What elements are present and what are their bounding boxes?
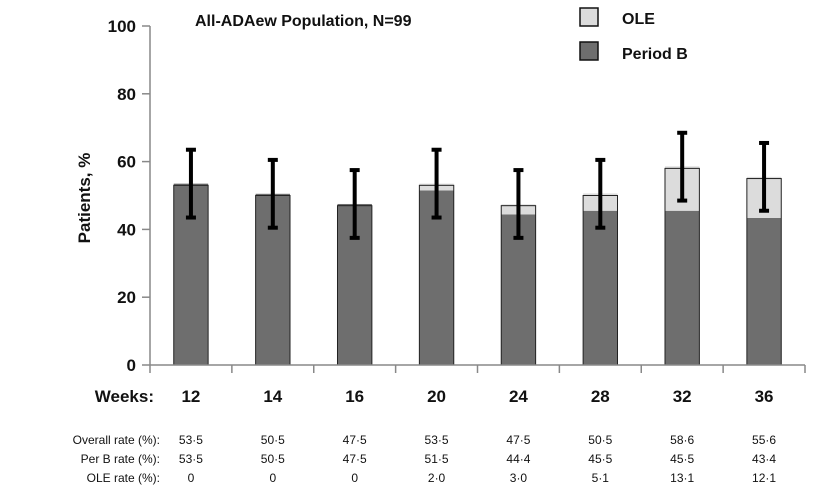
chart-title: All-ADAew Population, N=99 (195, 13, 412, 30)
x-tick-label: 12 (181, 387, 200, 406)
y-tick-label: 60 (117, 153, 136, 172)
table-cell: 45·5 (670, 452, 694, 466)
y-axis: 0 20 40 60 80 100 (108, 17, 151, 375)
table-cell: 47·5 (506, 433, 530, 447)
x-tick-label: 24 (509, 387, 528, 406)
table-cell: 0 (269, 471, 276, 485)
legend-swatch-ole (579, 7, 599, 27)
error-bars (185, 130, 770, 240)
table-cell: 55·6 (752, 433, 776, 447)
table-cell: 58·6 (670, 433, 694, 447)
bar-period-b (746, 217, 782, 365)
table-cell: 53·5 (425, 433, 449, 447)
legend-label-ole: OLE (622, 11, 655, 28)
x-axis: Weeks: 12 14 16 20 24 28 32 36 (95, 364, 806, 406)
x-tick-label: 28 (591, 387, 610, 406)
table-cell: 5·1 (592, 471, 610, 485)
table-cell: 50·5 (588, 433, 612, 447)
table-row-label: OLE rate (%): (87, 471, 160, 485)
table-cell: 0 (188, 471, 195, 485)
table-cell: 47·5 (343, 433, 367, 447)
table-cell: 53·5 (179, 452, 203, 466)
table-cell: 43·4 (752, 452, 776, 466)
bars (173, 166, 782, 366)
x-tick-label: 16 (345, 387, 364, 406)
x-tick-label: 36 (755, 387, 774, 406)
table-cell: 13·1 (670, 471, 694, 485)
legend-label-period-b: Period B (622, 46, 688, 63)
table-cell: 53·5 (179, 433, 203, 447)
table-cell: 3·0 (510, 471, 528, 485)
y-axis-label: Patients, % (75, 153, 94, 244)
legend-swatch-period-b (579, 41, 599, 61)
rates-table: Overall rate (%): 53·5 50·5 47·5 53·5 47·5 50·… (73, 433, 777, 485)
y-tick-label: 20 (117, 288, 136, 307)
x-tick-label: 32 (673, 387, 692, 406)
table-cell: 45·5 (588, 452, 612, 466)
x-tick-label: 14 (263, 387, 282, 406)
bar-period-b (664, 210, 700, 365)
x-tick-label: 20 (427, 387, 446, 406)
y-tick-label: 0 (127, 356, 136, 375)
y-tick-label: 100 (108, 17, 136, 36)
table-cell: 47·5 (343, 452, 367, 466)
table-cell: 50·5 (261, 433, 285, 447)
table-cell: 0 (351, 471, 358, 485)
table-cell: 12·1 (752, 471, 776, 485)
table-cell: 2·0 (428, 471, 446, 485)
bar-period-b (583, 210, 618, 365)
table-cell: 51·5 (425, 452, 449, 466)
x-axis-label: Weeks: (95, 387, 154, 406)
table-cell: 50·5 (261, 452, 285, 466)
legend: OLE Period B (579, 7, 688, 63)
y-tick-label: 40 (117, 220, 136, 239)
table-cell: 44·4 (506, 452, 530, 466)
table-row-label: Per B rate (%): (81, 452, 160, 466)
table-row-label: Overall rate (%): (73, 433, 160, 447)
y-tick-label: 80 (117, 85, 136, 104)
